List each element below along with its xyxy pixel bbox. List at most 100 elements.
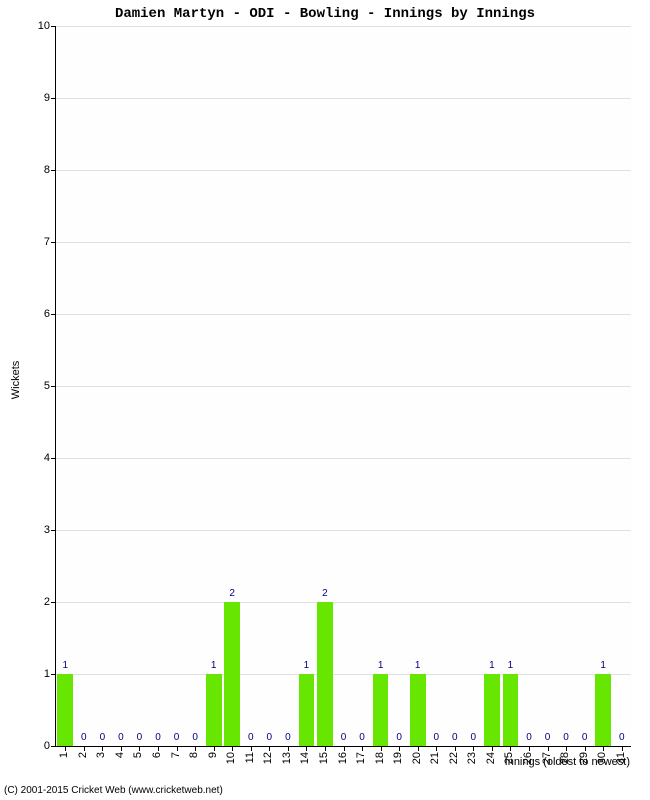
y-tick-label: 2 — [10, 596, 50, 608]
bar — [317, 602, 333, 746]
gridline — [56, 530, 631, 531]
x-tick-label: 14 — [299, 752, 311, 764]
bar-value-label: 1 — [489, 660, 495, 671]
gridline — [56, 314, 631, 315]
x-tick-label: 2 — [77, 752, 89, 758]
bar-value-label: 0 — [582, 732, 588, 743]
x-tick-label: 22 — [448, 752, 460, 764]
y-tick-mark — [51, 674, 56, 675]
x-tick-mark — [436, 746, 437, 751]
gridline — [56, 386, 631, 387]
x-tick-label: 16 — [337, 752, 349, 764]
x-tick-mark — [622, 746, 623, 751]
y-tick-label: 6 — [10, 308, 50, 320]
x-tick-label: 31 — [615, 752, 627, 764]
x-tick-label: 19 — [392, 752, 404, 764]
bar — [484, 674, 500, 746]
x-tick-mark — [603, 746, 604, 751]
x-tick-label: 20 — [411, 752, 423, 764]
x-tick-label: 26 — [522, 752, 534, 764]
y-tick-label: 1 — [10, 668, 50, 680]
x-tick-mark — [288, 746, 289, 751]
bar — [595, 674, 611, 746]
x-tick-mark — [65, 746, 66, 751]
x-tick-mark — [158, 746, 159, 751]
bar-value-label: 0 — [174, 732, 180, 743]
y-tick-mark — [51, 530, 56, 531]
x-tick-mark — [399, 746, 400, 751]
y-tick-mark — [51, 314, 56, 315]
x-tick-label: 12 — [262, 752, 274, 764]
x-tick-label: 5 — [132, 752, 144, 758]
x-tick-mark — [473, 746, 474, 751]
x-tick-mark — [177, 746, 178, 751]
bar-value-label: 2 — [322, 588, 328, 599]
copyright-text: (C) 2001-2015 Cricket Web (www.cricketwe… — [4, 785, 223, 796]
y-tick-label: 8 — [10, 164, 50, 176]
bar-value-label: 1 — [508, 660, 514, 671]
bar-value-label: 0 — [396, 732, 402, 743]
y-tick-mark — [51, 98, 56, 99]
y-tick-mark — [51, 386, 56, 387]
x-tick-mark — [510, 746, 511, 751]
bar-value-label: 0 — [248, 732, 254, 743]
x-tick-label: 17 — [355, 752, 367, 764]
gridline — [56, 602, 631, 603]
x-tick-label: 27 — [541, 752, 553, 764]
y-tick-label: 3 — [10, 524, 50, 536]
bar-value-label: 0 — [285, 732, 291, 743]
y-tick-label: 7 — [10, 236, 50, 248]
x-tick-mark — [325, 746, 326, 751]
y-tick-mark — [51, 458, 56, 459]
x-tick-label: 28 — [559, 752, 571, 764]
x-tick-mark — [269, 746, 270, 751]
bar-value-label: 0 — [100, 732, 106, 743]
bar-value-label: 1 — [600, 660, 606, 671]
bar — [410, 674, 426, 746]
gridline — [56, 170, 631, 171]
x-tick-label: 15 — [318, 752, 330, 764]
x-tick-label: 11 — [244, 752, 256, 763]
y-tick-mark — [51, 26, 56, 27]
bar-value-label: 1 — [211, 660, 217, 671]
bar-value-label: 0 — [192, 732, 198, 743]
bar-value-label: 0 — [619, 732, 625, 743]
bar-value-label: 0 — [118, 732, 124, 743]
bar-value-label: 0 — [137, 732, 143, 743]
y-tick-label: 4 — [10, 452, 50, 464]
x-tick-mark — [214, 746, 215, 751]
y-tick-label: 5 — [10, 380, 50, 392]
y-tick-mark — [51, 170, 56, 171]
y-tick-label: 10 — [10, 20, 50, 32]
plot-area: 1000000012000120010100011000010 — [55, 26, 631, 747]
bar-value-label: 0 — [563, 732, 569, 743]
x-tick-label: 10 — [225, 752, 237, 764]
gridline — [56, 98, 631, 99]
x-tick-mark — [306, 746, 307, 751]
bar-value-label: 1 — [378, 660, 384, 671]
y-tick-mark — [51, 242, 56, 243]
bar — [503, 674, 519, 746]
x-tick-mark — [362, 746, 363, 751]
y-tick-mark — [51, 746, 56, 747]
bar-value-label: 0 — [359, 732, 365, 743]
gridline — [56, 26, 631, 27]
bar-value-label: 0 — [526, 732, 532, 743]
bar-value-label: 0 — [471, 732, 477, 743]
x-tick-mark — [455, 746, 456, 751]
bar — [299, 674, 315, 746]
bar-value-label: 0 — [545, 732, 551, 743]
bar — [373, 674, 389, 746]
x-tick-label: 13 — [281, 752, 293, 764]
gridline — [56, 674, 631, 675]
x-tick-mark — [232, 746, 233, 751]
x-tick-label: 18 — [374, 752, 386, 764]
y-tick-label: 9 — [10, 92, 50, 104]
bar-value-label: 0 — [452, 732, 458, 743]
x-tick-mark — [251, 746, 252, 751]
bar — [57, 674, 73, 746]
bar-value-label: 1 — [304, 660, 310, 671]
x-tick-label: 3 — [95, 752, 107, 758]
x-tick-mark — [492, 746, 493, 751]
x-tick-label: 1 — [58, 752, 70, 758]
